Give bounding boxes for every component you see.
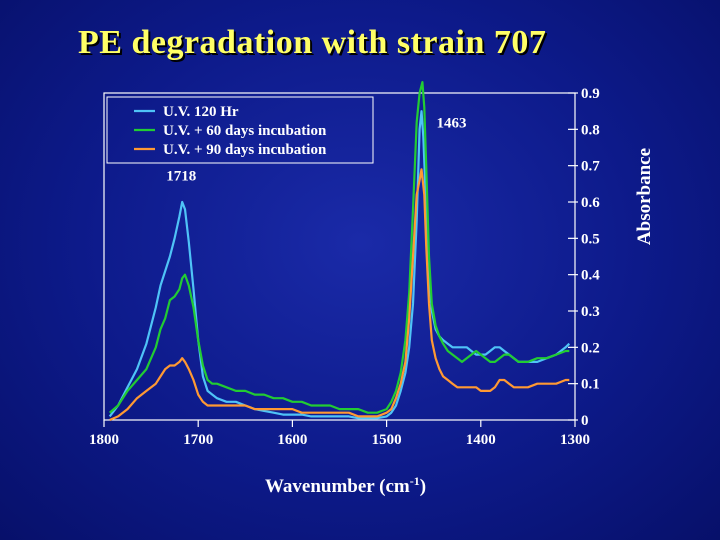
- y-tick-label: 0.7: [581, 159, 600, 175]
- series-line-0: [108, 110, 571, 420]
- series-line-1: [108, 80, 570, 414]
- x-tick-label: 1800: [89, 432, 119, 448]
- y-axis: 0 0.1 0.2 0.3 0.4 0.5 0.6 0.7 0.8 0.9: [568, 86, 600, 429]
- x-axis-title-sup: -1: [410, 474, 420, 488]
- x-tick-label: 1400: [466, 432, 496, 448]
- peak-label-1463: 1463: [436, 115, 466, 131]
- x-axis-title-close: ): [420, 476, 426, 497]
- x-tick-label: 1600: [277, 432, 307, 448]
- x-axis: 1800 1700 1600 1500 1400 1300: [89, 420, 590, 448]
- y-tick-label: 0.1: [581, 377, 600, 393]
- y-tick-label: 0.4: [581, 268, 600, 284]
- x-axis-title-main: Wavenumber (cm: [265, 476, 410, 497]
- peak-label-1718: 1718: [166, 169, 196, 185]
- y-tick-label: 0.5: [581, 231, 600, 247]
- x-tick-label: 1500: [372, 432, 402, 448]
- plot-area: [103, 92, 576, 421]
- legend-label-0: U.V. 120 Hr: [163, 104, 239, 120]
- y-tick-label: 0.6: [581, 195, 600, 211]
- y-tick-label: 0.9: [581, 86, 600, 102]
- legend-label-1: U.V. + 60 days incubation: [163, 123, 327, 139]
- x-axis-title: Wavenumber (cm-1): [265, 474, 426, 497]
- plot-frame: [103, 92, 576, 421]
- y-axis-title: Absorbance: [634, 148, 655, 245]
- annotations: 1718 1463: [166, 115, 466, 184]
- slide-title: PE degradation with strain 707: [78, 24, 547, 61]
- legend-label-2: U.V. + 90 days incubation: [163, 142, 327, 158]
- x-tick-label: 1300: [560, 432, 590, 448]
- y-tick-label: 0.3: [581, 304, 600, 320]
- y-tick-label: 0.8: [581, 122, 600, 138]
- series-line-2: [109, 168, 570, 422]
- x-tick-label: 1700: [183, 432, 213, 448]
- legend: U.V. 120 Hr U.V. + 60 days incubation U.V.…: [106, 96, 374, 164]
- legend-box: [106, 96, 374, 164]
- series-layer: [108, 80, 571, 422]
- y-tick-label: 0.2: [581, 340, 600, 356]
- y-tick-label: 0: [581, 413, 589, 429]
